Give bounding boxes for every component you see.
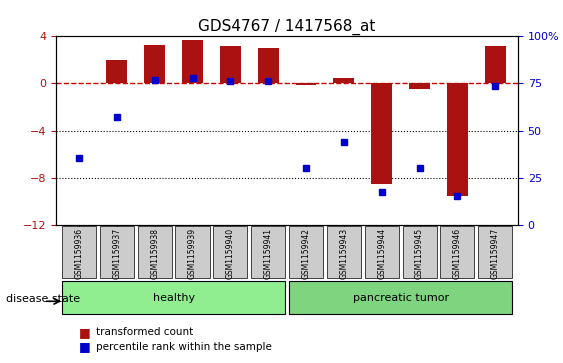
Text: percentile rank within the sample: percentile rank within the sample <box>96 342 271 352</box>
FancyBboxPatch shape <box>365 226 399 278</box>
FancyBboxPatch shape <box>62 281 285 314</box>
FancyBboxPatch shape <box>289 226 323 278</box>
FancyBboxPatch shape <box>251 226 285 278</box>
Text: disease state: disease state <box>6 294 80 305</box>
Text: GSM1159936: GSM1159936 <box>74 228 83 279</box>
Text: GSM1159947: GSM1159947 <box>491 228 500 279</box>
Text: ■: ■ <box>79 340 91 353</box>
Text: GSM1159938: GSM1159938 <box>150 228 159 279</box>
FancyBboxPatch shape <box>138 226 172 278</box>
Text: GSM1159944: GSM1159944 <box>377 228 386 279</box>
Title: GDS4767 / 1417568_at: GDS4767 / 1417568_at <box>198 19 376 35</box>
Text: GSM1159939: GSM1159939 <box>188 228 197 279</box>
Text: ■: ■ <box>79 326 91 339</box>
Text: transformed count: transformed count <box>96 327 193 337</box>
FancyBboxPatch shape <box>213 226 247 278</box>
Text: GSM1159946: GSM1159946 <box>453 228 462 279</box>
FancyBboxPatch shape <box>478 226 512 278</box>
Text: GSM1159937: GSM1159937 <box>113 228 122 279</box>
Bar <box>106 60 127 83</box>
Text: GSM1159941: GSM1159941 <box>263 228 272 279</box>
Bar <box>409 83 430 89</box>
Bar <box>258 48 279 83</box>
FancyBboxPatch shape <box>327 226 361 278</box>
FancyBboxPatch shape <box>289 281 512 314</box>
Text: GSM1159943: GSM1159943 <box>339 228 348 279</box>
Text: pancreatic tumor: pancreatic tumor <box>352 293 449 303</box>
Bar <box>372 83 392 184</box>
Bar <box>144 45 165 83</box>
FancyBboxPatch shape <box>176 226 209 278</box>
Bar <box>333 78 354 83</box>
FancyBboxPatch shape <box>440 226 475 278</box>
Bar <box>182 40 203 83</box>
Text: GSM1159940: GSM1159940 <box>226 228 235 279</box>
Bar <box>447 83 468 196</box>
FancyBboxPatch shape <box>100 226 134 278</box>
FancyBboxPatch shape <box>403 226 436 278</box>
Bar <box>220 46 241 83</box>
Text: GSM1159942: GSM1159942 <box>302 228 311 279</box>
Text: healthy: healthy <box>153 293 195 303</box>
Text: GSM1159945: GSM1159945 <box>415 228 424 279</box>
FancyBboxPatch shape <box>62 226 96 278</box>
Bar <box>296 83 316 85</box>
Bar <box>485 46 506 83</box>
